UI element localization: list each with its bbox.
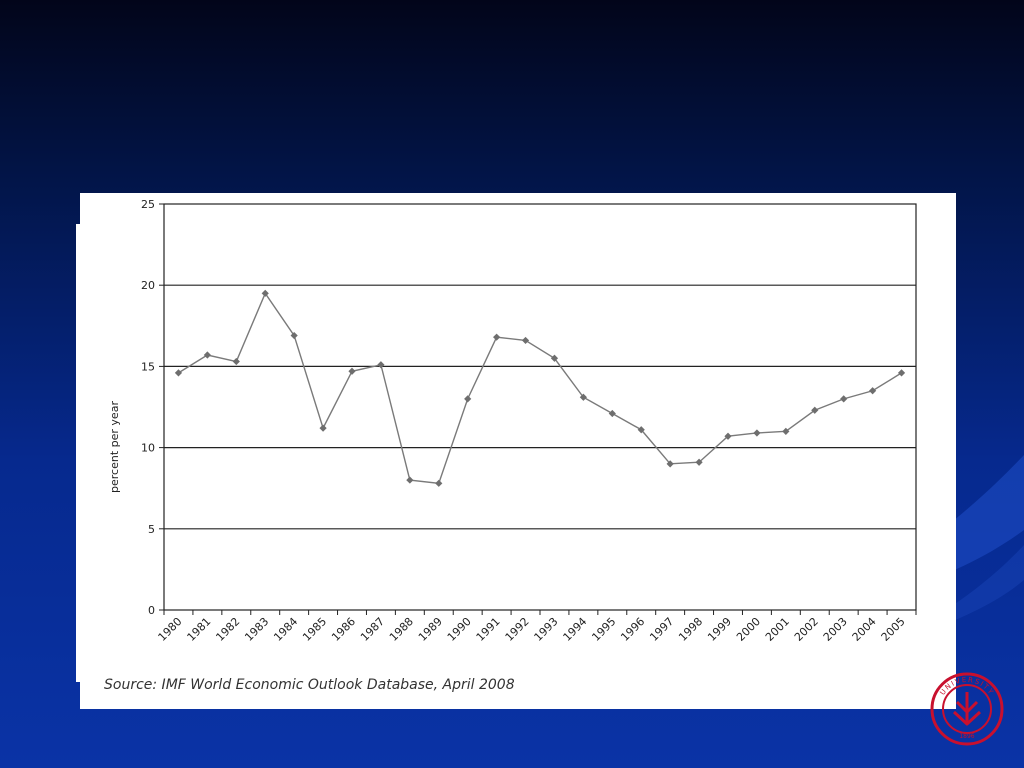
data-point-1991 [493, 333, 501, 341]
series-layer [174, 289, 906, 487]
x-tick-label: 1992 [503, 615, 532, 644]
chart-axes [159, 203, 917, 615]
series-line [178, 291, 902, 485]
x-tick-label: 2005 [879, 615, 908, 644]
seal-year: 1896 [959, 733, 974, 740]
data-point-1989 [435, 479, 443, 487]
data-point-2001 [782, 427, 790, 435]
source-note: Source: IMF World Economic Outlook Datab… [104, 677, 515, 693]
x-tick-labels: 1980 1981 1982 1983 1984 1985 1986 1987 1988 1989… [156, 615, 908, 644]
x-tick-label: 1988 [387, 615, 416, 644]
x-tick-label: 1995 [589, 615, 618, 644]
x-tick-label: 1993 [532, 615, 561, 644]
data-point-1987 [377, 361, 385, 369]
slide-edge-strip [76, 224, 82, 682]
x-tick-label: 1998 [676, 615, 705, 644]
x-tick-label: 1994 [561, 615, 590, 644]
chart-grid [164, 284, 916, 530]
data-point-1980 [174, 369, 183, 377]
data-point-1995 [608, 409, 616, 418]
x-tick-label: 2002 [792, 615, 821, 644]
chart-card: 0 5 10 15 20 25 1980 1981 1982 1983 1984 1985 1986 1… [80, 193, 956, 709]
x-tick-label: 1983 [242, 615, 271, 644]
x-tick-label: 1989 [416, 615, 445, 644]
data-point-1994 [579, 393, 587, 401]
x-tick-label: 1987 [358, 615, 387, 644]
data-point-2005 [897, 369, 906, 377]
data-point-2002 [811, 406, 819, 414]
y-tick-label: 20 [141, 279, 155, 292]
y-tick-label: 10 [141, 442, 155, 455]
data-point-1990 [464, 395, 472, 403]
x-tick-label: 1984 [271, 615, 300, 644]
x-tick-label: 1997 [647, 615, 676, 644]
data-point-1982 [232, 357, 240, 366]
data-point-1981 [203, 351, 211, 359]
x-tick-label: 1991 [474, 615, 503, 644]
x-tick-label: 1996 [618, 615, 647, 644]
data-point-1988 [406, 476, 414, 484]
x-tick-label: 1999 [705, 615, 734, 644]
data-point-1992 [521, 336, 530, 345]
y-tick-label: 0 [148, 604, 155, 617]
plot-frame [163, 203, 917, 611]
x-tick-label: 2004 [850, 615, 879, 644]
y-tick-label: 25 [141, 198, 155, 211]
university-seal-icon: UNIVERSITY 1896 [930, 672, 1004, 746]
data-point-1999 [724, 432, 732, 440]
data-point-1997 [666, 460, 674, 468]
x-tick-label: 2000 [734, 615, 763, 644]
y-axis-label: percent per year [108, 401, 121, 493]
x-tick-label: 2003 [821, 615, 850, 644]
x-tick-label: 1990 [445, 615, 474, 644]
data-point-2004 [869, 387, 877, 395]
data-point-1985 [319, 424, 327, 432]
x-tick-label: 1986 [329, 615, 358, 644]
x-tick-label: 1981 [185, 615, 214, 644]
y-tick-label: 15 [141, 360, 155, 373]
x-tick-label: 1980 [156, 615, 185, 644]
x-tick-label: 1982 [213, 615, 242, 644]
data-point-2000 [753, 429, 761, 437]
data-point-1998 [695, 458, 703, 466]
x-tick-label: 2001 [763, 615, 792, 644]
y-tick-labels: 0 5 10 15 20 25 [141, 198, 155, 617]
data-point-1986 [348, 367, 356, 375]
data-point-2003 [840, 395, 848, 403]
x-tick-label: 1985 [300, 615, 329, 644]
y-tick-label: 5 [148, 523, 155, 536]
